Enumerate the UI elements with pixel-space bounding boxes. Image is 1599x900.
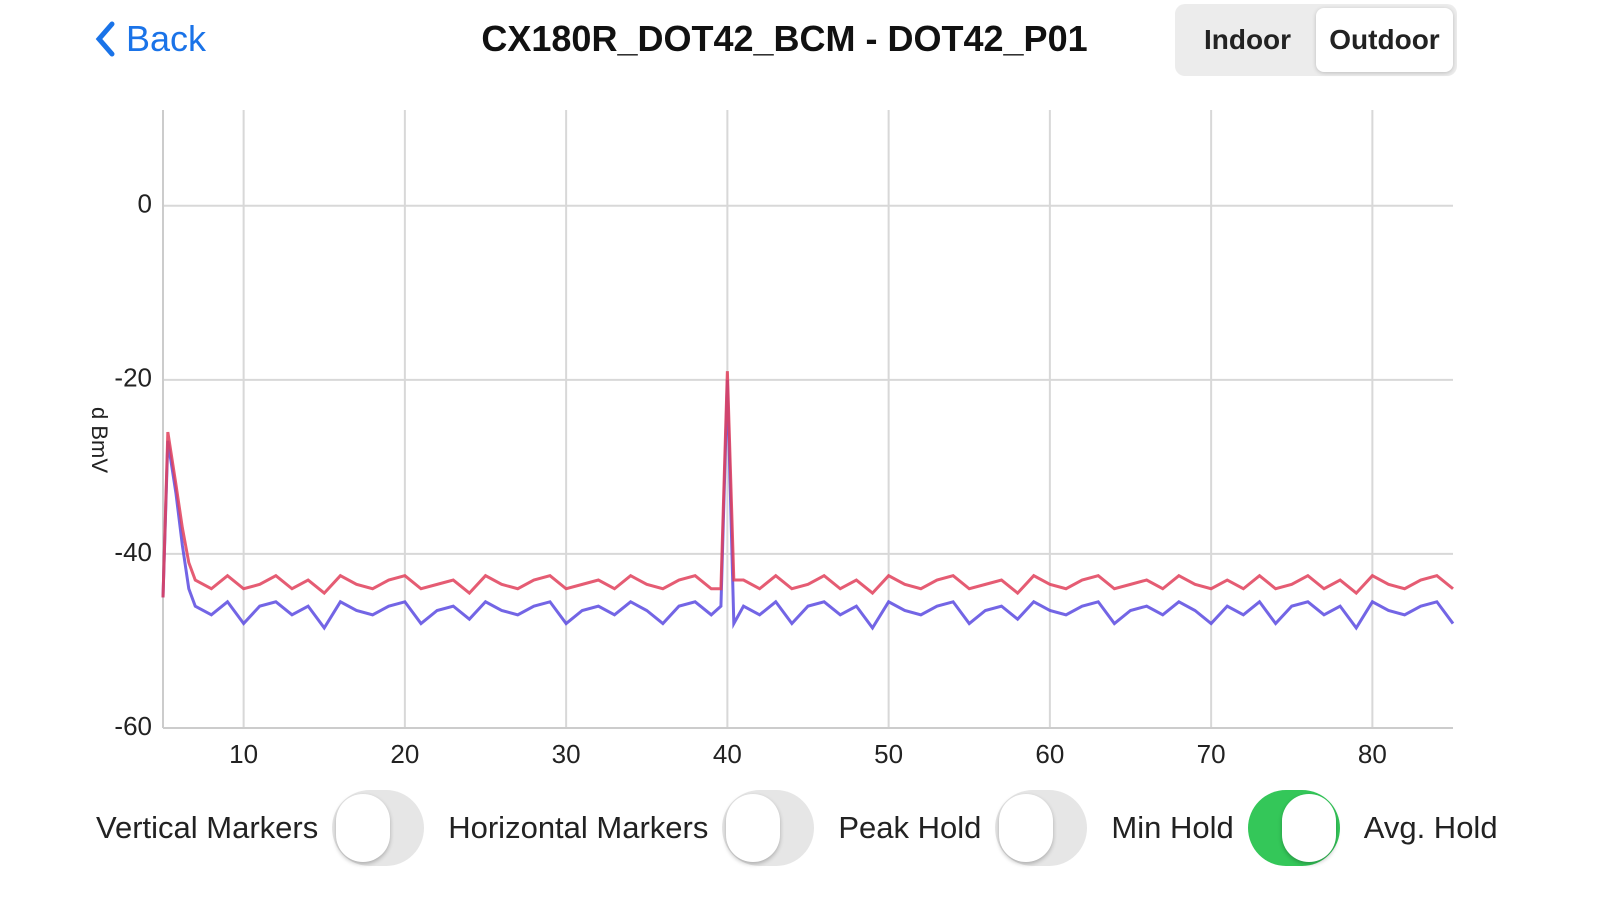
- toggle-knob: [1281, 794, 1336, 862]
- back-button[interactable]: Back: [94, 18, 206, 60]
- segmented-control: Indoor Outdoor: [1175, 4, 1457, 76]
- toggle-label: Avg. Hold: [1363, 810, 1498, 845]
- toggle-bar: Vertical Markers Horizontal Markers Peak H…: [96, 790, 1498, 866]
- y-axis-label: d BmV: [87, 407, 112, 473]
- toggle-label: Min Hold: [1111, 810, 1234, 845]
- toggle-switch[interactable]: [1247, 790, 1340, 866]
- y-tick-label: -40: [114, 537, 152, 567]
- toggle-switch[interactable]: [332, 790, 425, 866]
- x-tick-label: 10: [229, 739, 258, 769]
- series-line: [161, 379, 1455, 631]
- toggle-label: Horizontal Markers: [448, 810, 709, 845]
- toggle-knob: [999, 794, 1054, 862]
- toggle-knob: [726, 794, 781, 862]
- y-tick-label: -20: [114, 363, 152, 393]
- page-title: CX180R_DOT42_BCM - DOT42_P01: [481, 18, 1088, 59]
- x-tick-label: 80: [1358, 739, 1387, 769]
- series-line: [161, 371, 1454, 598]
- chart: 0 -20 -40 -60 10 20 30 40 50 60 70 80 d BmV: [87, 110, 1455, 769]
- toggle-switch[interactable]: [722, 790, 815, 866]
- x-tick-label: 60: [1035, 739, 1064, 769]
- y-tick-label: 0: [138, 189, 152, 219]
- x-tick-label: 50: [874, 739, 903, 769]
- toggle-switch[interactable]: [995, 790, 1088, 866]
- toggle-knob: [336, 794, 391, 862]
- segment[interactable]: Indoor: [1203, 24, 1292, 55]
- x-tick-label: 70: [1197, 739, 1226, 769]
- x-tick-label: 20: [390, 739, 419, 769]
- segment[interactable]: Outdoor: [1316, 8, 1453, 72]
- back-label: Back: [126, 18, 207, 59]
- x-tick-label: 30: [552, 739, 581, 769]
- toggle-label: Peak Hold: [838, 810, 982, 845]
- toggle-label: Vertical Markers: [96, 810, 319, 845]
- x-tick-label: 40: [713, 739, 742, 769]
- back-chevron: [95, 21, 115, 57]
- y-tick-label: -60: [114, 711, 152, 741]
